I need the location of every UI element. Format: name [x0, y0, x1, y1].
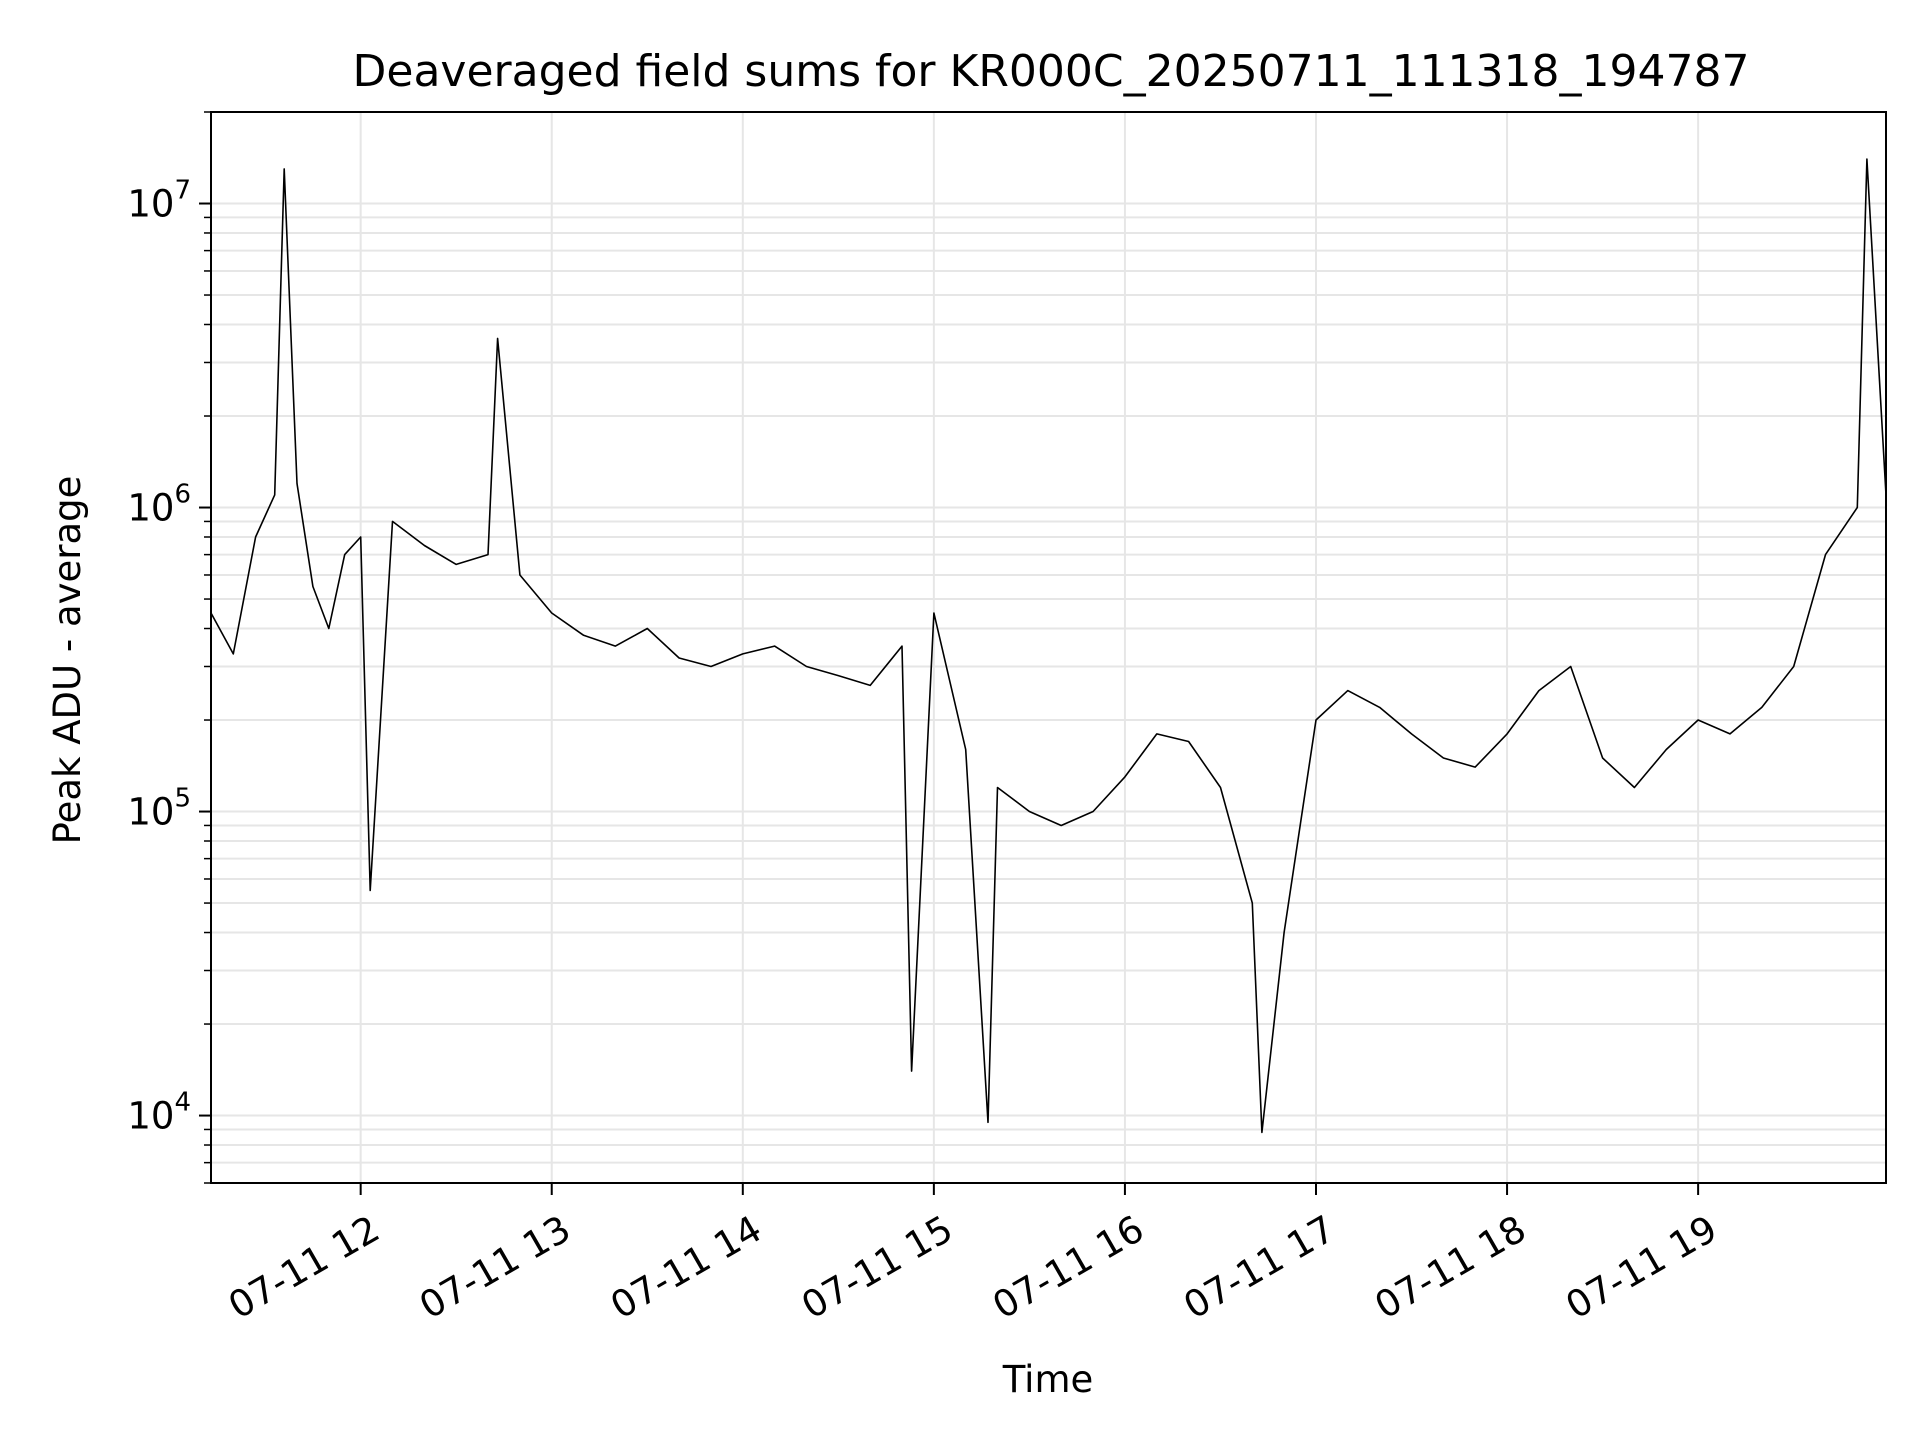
y-tick-label: 106 [127, 480, 191, 530]
chart-title: Deaveraged field sums for KR000C_2025071… [353, 46, 1750, 97]
series-layer [210, 158, 1887, 1134]
y-axis-label: Peak ADU - average [46, 476, 89, 845]
y-tick-label: 104 [127, 1088, 191, 1138]
plot-frame [210, 111, 1887, 1184]
y-tick-label: 105 [127, 784, 191, 834]
y-tick-label: 107 [127, 176, 191, 226]
x-axis-label: Time [1002, 1358, 1094, 1401]
series-line [210, 158, 1887, 1134]
